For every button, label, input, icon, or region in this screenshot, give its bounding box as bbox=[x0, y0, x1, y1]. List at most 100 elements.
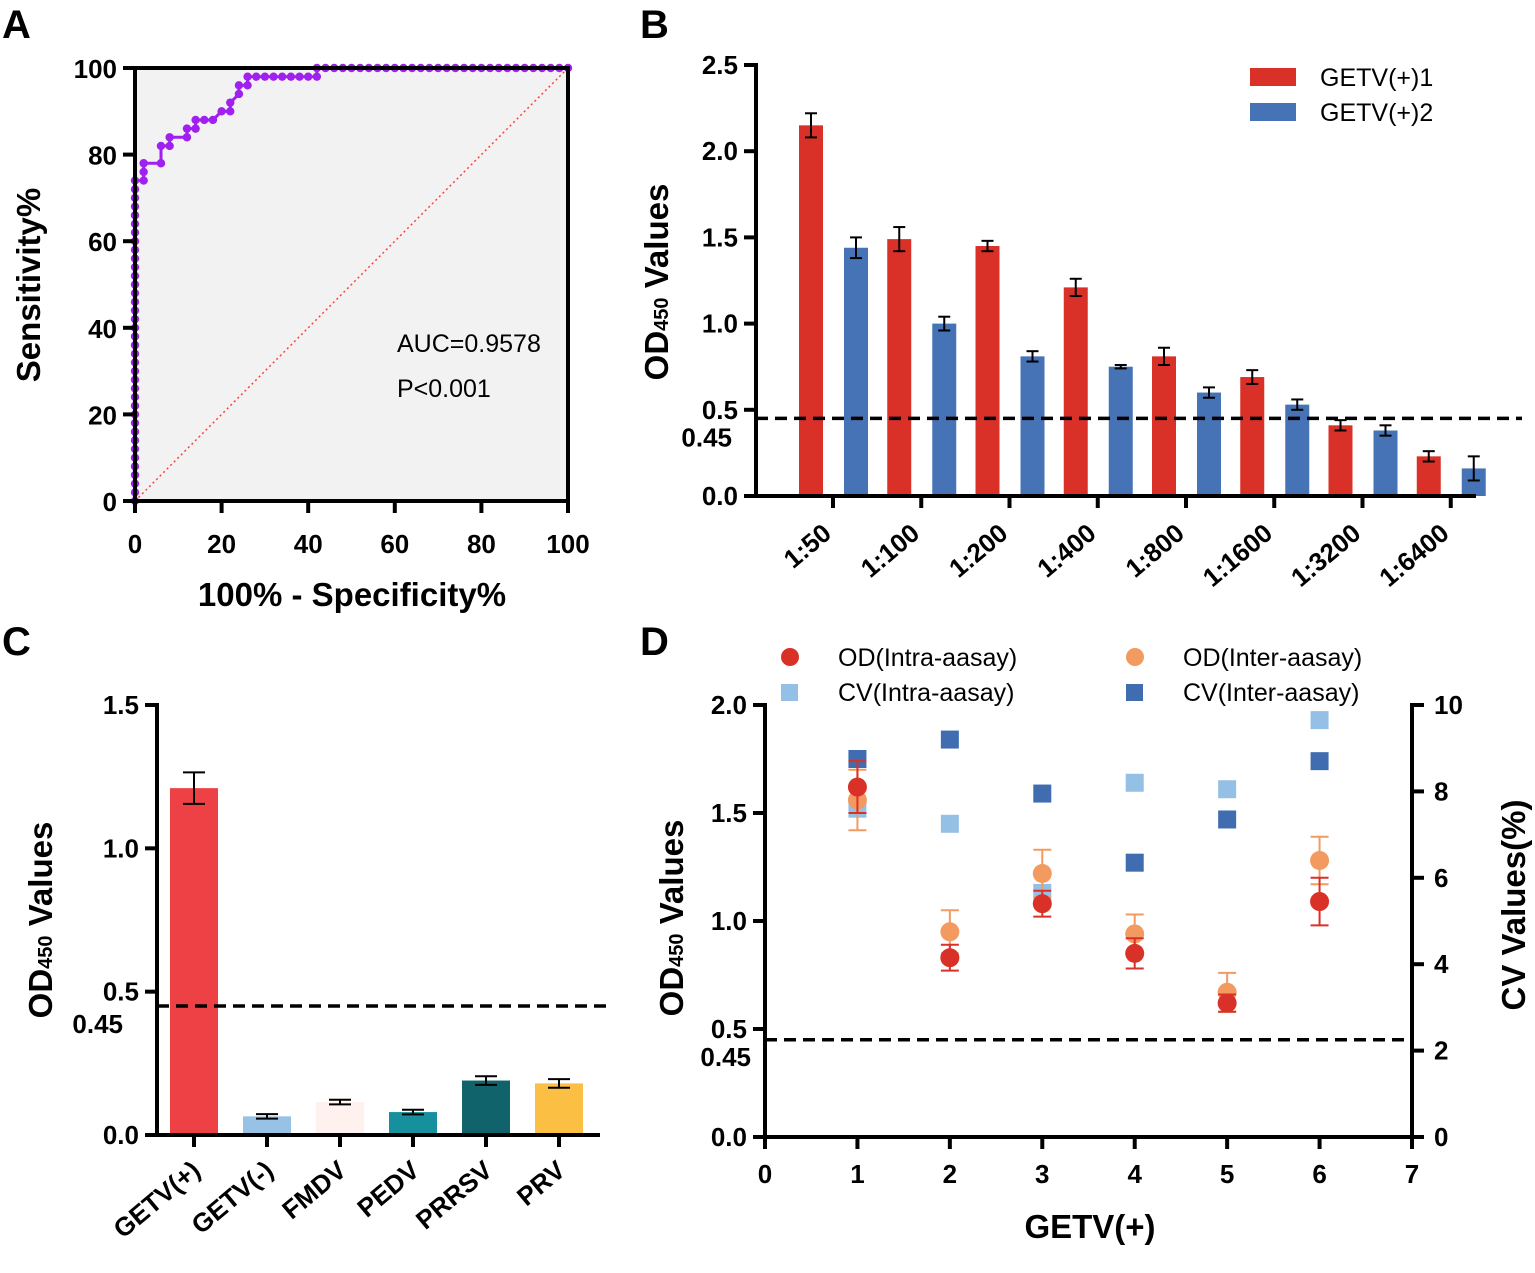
roc-x-tick-label: 80 bbox=[467, 529, 496, 559]
dilution-x-tick-label: 1:6400 bbox=[1373, 518, 1454, 593]
dilution-y-tick-label: 1.5 bbox=[702, 222, 738, 252]
roc-point bbox=[226, 98, 235, 107]
bar-getv2 bbox=[844, 247, 868, 496]
legend-label-od-intra: OD(Intra-aasay) bbox=[838, 644, 1017, 672]
roc-point bbox=[260, 72, 270, 81]
dilution-x-tick-label: 1:50 bbox=[778, 518, 837, 574]
legend-label-cv-intra: CV(Intra-aasay) bbox=[838, 679, 1014, 707]
specificity-bar bbox=[389, 1112, 437, 1135]
panel-letter-c: C bbox=[2, 620, 31, 664]
roc-auc-annotation: AUC=0.9578 bbox=[397, 330, 541, 358]
repeatability-y2-tick-label: 2 bbox=[1434, 1036, 1448, 1066]
repeatability-ticks: 0 1 2 3 4 5 6 7 0.0 0.5 1.0 1.5 2.0 0 2 4 6 8 10 bbox=[711, 690, 1463, 1189]
repeatability-legend: OD(Intra-aasay) OD(Inter-aasay) CV(Intra… bbox=[781, 644, 1362, 707]
panel-letter-d: D bbox=[640, 620, 669, 664]
bar-getv1 bbox=[799, 125, 823, 496]
specificity-bar bbox=[170, 788, 218, 1135]
repeatability-x-axis-title: GETV(+) bbox=[1024, 1208, 1155, 1245]
roc-p-annotation: P<0.001 bbox=[397, 375, 491, 403]
roc-point bbox=[243, 72, 252, 81]
specificity-x-tick-label: GETV(-) bbox=[185, 1155, 278, 1240]
specificity-y-title-sub: 450 bbox=[35, 935, 57, 968]
legend-label-getv2: GETV(+)2 bbox=[1320, 99, 1433, 127]
dilution-x-tick-label: 1:100 bbox=[855, 518, 925, 584]
roc-x-axis-title: 100% - Specificity% bbox=[198, 576, 506, 613]
od-point-inter bbox=[1032, 863, 1052, 883]
roc-y-tick-label: 60 bbox=[88, 227, 117, 257]
legend-marker-cv-intra bbox=[781, 684, 798, 701]
repeatability-y-tick-label: 1.5 bbox=[711, 798, 747, 828]
dilution-y-title-tail: Values bbox=[638, 184, 675, 298]
roc-point bbox=[191, 115, 200, 125]
roc-x-tick-label: 100 bbox=[546, 529, 589, 559]
specificity-cutoff-label: 0.45 bbox=[72, 1009, 123, 1039]
specificity-bar bbox=[535, 1083, 583, 1135]
dilution-y-tick-label: 0.5 bbox=[702, 395, 738, 425]
bar-getv1 bbox=[1328, 425, 1353, 496]
repeatability-x-tick-label: 0 bbox=[758, 1159, 772, 1189]
roc-y-tick-label: 20 bbox=[88, 400, 117, 430]
roc-point bbox=[234, 89, 244, 99]
roc-y-tick-label: 100 bbox=[74, 54, 117, 84]
cv-point-inter bbox=[1125, 853, 1144, 872]
dilution-cutoff-line: 0.45 bbox=[681, 416, 1522, 452]
dilution-x-tick-label: 1:3200 bbox=[1285, 518, 1366, 593]
roc-point bbox=[182, 124, 192, 133]
dilution-y-tick-label: 0.0 bbox=[702, 481, 738, 511]
repeatability-y2-tick-label: 0 bbox=[1434, 1122, 1448, 1152]
repeatability-y2-tick-label: 6 bbox=[1434, 863, 1448, 893]
od-point-intra bbox=[1125, 943, 1145, 963]
dilution-y-tick-label: 2.5 bbox=[702, 50, 738, 80]
repeatability-y2-axis-title: CV Values(%) bbox=[1495, 800, 1532, 1011]
roc-point bbox=[269, 72, 278, 81]
legend-swatch-getv2 bbox=[1250, 103, 1296, 121]
bar-getv1 bbox=[1240, 377, 1265, 496]
roc-point bbox=[278, 72, 287, 81]
repeatability-y-tick-label: 1.0 bbox=[711, 906, 747, 936]
dilution-y-tick-label: 1.0 bbox=[702, 309, 738, 339]
dilution-legend: GETV(+)1 GETV(+)2 bbox=[1250, 64, 1433, 127]
roc-point bbox=[217, 107, 226, 116]
cv-point-intra bbox=[1310, 711, 1329, 730]
dilution-y-title-sub: 450 bbox=[651, 297, 673, 330]
repeatability-x-tick-label: 7 bbox=[1405, 1159, 1419, 1189]
specificity-y-tick-label: 1.5 bbox=[103, 690, 139, 720]
bar-getv2 bbox=[1020, 356, 1045, 496]
bar-getv2 bbox=[1108, 366, 1133, 496]
bar-getv1 bbox=[1416, 456, 1441, 496]
roc-point bbox=[165, 133, 174, 142]
od-point-intra bbox=[847, 777, 867, 797]
dilution-y-title-main: OD bbox=[638, 331, 675, 381]
od-point-inter bbox=[940, 922, 960, 942]
od-point-intra bbox=[1310, 892, 1330, 912]
roc-frame bbox=[133, 66, 570, 503]
od-point-intra bbox=[940, 948, 960, 968]
cv-point-inter bbox=[940, 730, 959, 749]
specificity-y-tick-label: 0.0 bbox=[103, 1120, 139, 1150]
panel-letter-a: A bbox=[2, 3, 31, 47]
roc-reference-segment bbox=[134, 67, 569, 502]
specificity-x-tick-label: GETV(+) bbox=[107, 1155, 205, 1244]
legend-marker-od-intra bbox=[781, 648, 799, 666]
dilution-y-axis-title: OD450 Values bbox=[638, 184, 675, 381]
roc-point bbox=[286, 72, 296, 81]
repeatability-y-title-sub: 450 bbox=[666, 933, 688, 966]
specificity-bar bbox=[316, 1102, 364, 1135]
specificity-x-tick-label: PRV bbox=[511, 1154, 571, 1211]
roc-point bbox=[295, 72, 304, 81]
repeatability-y-tick-label: 2.0 bbox=[711, 690, 747, 720]
dilution-x-tick-label: 1:200 bbox=[943, 518, 1013, 584]
roc-reference-line bbox=[134, 67, 569, 502]
roc-point bbox=[200, 115, 209, 125]
repeatability-x-tick-label: 5 bbox=[1220, 1159, 1234, 1189]
roc-point bbox=[252, 72, 261, 81]
roc-ticks: 0 20 40 60 80 100 0 20 40 60 80 100 bbox=[74, 54, 590, 559]
repeatability-y-tick-label: 0.5 bbox=[711, 1014, 747, 1044]
repeatability-x-tick-label: 2 bbox=[943, 1159, 957, 1189]
cv-point-inter bbox=[848, 750, 867, 768]
roc-axes bbox=[133, 66, 570, 503]
specificity-x-tick-label: PRRSV bbox=[410, 1154, 498, 1235]
dilution-x-tick-label: 1:400 bbox=[1031, 518, 1101, 584]
dilution-bar-chart: 0.0 0.5 1.0 1.5 2.0 2.5 1:50 1:100 1:200 1:400 1:8… bbox=[638, 50, 1522, 593]
repeatability-y-title-tail: Values bbox=[653, 820, 690, 934]
